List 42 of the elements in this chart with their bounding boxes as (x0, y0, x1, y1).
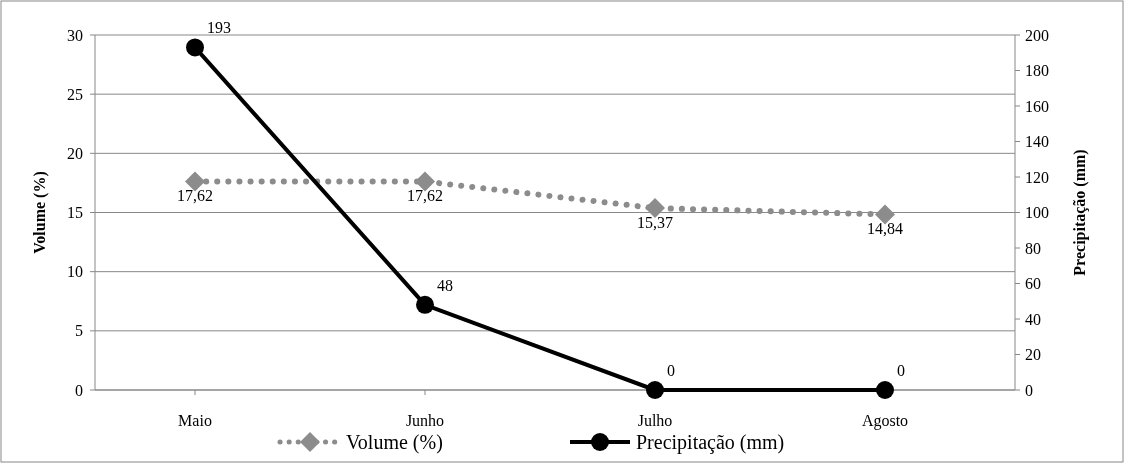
y2-tick-label: 120 (1025, 168, 1049, 186)
data-label: 15,37 (637, 214, 673, 232)
x-tick-label: Junho (405, 412, 445, 429)
y2-tick-label: 140 (1025, 133, 1049, 151)
y-tick-label: 30 (67, 26, 83, 44)
y2-tick-label: 80 (1025, 239, 1041, 257)
legend-label: Volume (%) (346, 431, 443, 454)
y-tick-label: 0 (75, 381, 83, 399)
data-label: 17,62 (407, 187, 443, 205)
y2-tick-label: 20 (1025, 346, 1041, 364)
y2-tick-label: 160 (1025, 97, 1049, 115)
y-tick-label: 25 (67, 85, 83, 103)
y-axis-title: Volume (%) (31, 171, 49, 254)
data-label: 17,62 (177, 187, 213, 205)
y2-tick-label: 40 (1025, 310, 1041, 328)
y-tick-label: 10 (67, 263, 83, 281)
legend-label: Precipitação (mm) (636, 431, 785, 454)
point (186, 38, 204, 57)
y2-tick-label: 100 (1025, 204, 1049, 222)
data-label: 0 (667, 362, 675, 379)
point (876, 381, 894, 399)
point (646, 381, 664, 399)
y2-tick-label: 200 (1025, 26, 1049, 44)
point (645, 198, 665, 219)
point (875, 204, 895, 225)
y2-tick-label: 180 (1025, 62, 1049, 80)
y2-tick-label: 60 (1025, 275, 1041, 293)
y-tick-label: 5 (75, 322, 83, 340)
x-tick-label: Agosto (861, 412, 909, 430)
y-tick-label: 20 (67, 144, 83, 162)
point (416, 295, 434, 314)
data-label: 48 (437, 276, 453, 294)
x-tick-label: Julho (637, 412, 673, 429)
y-tick-label: 15 (67, 204, 83, 222)
y2-tick-label: 0 (1025, 381, 1033, 399)
point (415, 171, 435, 192)
y2-axis-title: Precipitação (mm) (1071, 149, 1089, 276)
data-label: 0 (897, 362, 905, 379)
data-label: 193 (207, 19, 231, 37)
data-label: 14,84 (867, 220, 903, 238)
x-tick-label: Maio (178, 412, 212, 429)
point (185, 171, 205, 192)
